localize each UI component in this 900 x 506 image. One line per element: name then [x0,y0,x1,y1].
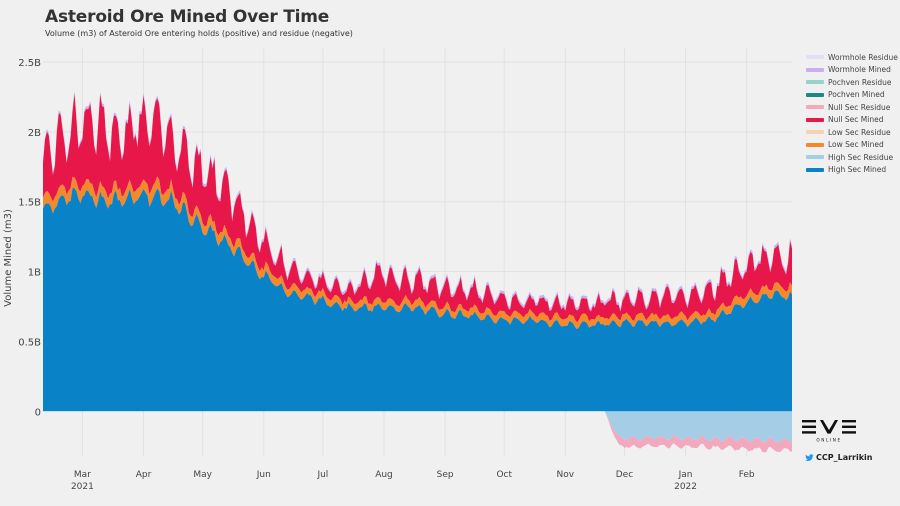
y-tick-label: 0.5B [18,337,41,348]
legend-item[interactable]: Null Sec Residue [806,101,898,114]
legend-swatch [806,67,824,72]
credit-handle: CCP_Larrikin [816,453,873,462]
legend: Wormhole Residue Wormhole Mined Pochven Re… [806,51,898,176]
x-axis: Mar 2021 Apr May Jun Jul Aug Sep Oct Nov Dec Jan 202… [71,470,755,492]
x-tick-label: Jun [256,470,271,480]
area-low-sec-mined [43,176,792,330]
legend-label: Wormhole Mined [828,65,891,75]
legend-item[interactable]: Wormhole Mined [806,64,898,77]
x-tick-label: Oct [496,470,512,480]
legend-label: Null Sec Residue [828,102,891,112]
svg-text:ONLINE: ONLINE [816,438,841,443]
legend-label: Low Sec Residue [828,127,891,137]
legend-swatch [806,92,824,97]
x-tick-label: Jan [678,470,693,480]
legend-swatch [806,55,824,60]
x-tick-label: Nov [557,470,575,480]
x-tick-year: 2021 [71,482,94,492]
legend-item[interactable]: Null Sec Mined [806,114,898,127]
eve-online-logo: ONLINE [802,420,856,443]
x-tick-label: Sep [437,470,454,480]
legend-item[interactable]: High Sec Mined [806,164,898,177]
legend-label: High Sec Mined [828,165,887,175]
legend-swatch [806,80,824,85]
legend-item[interactable]: Pochven Mined [806,89,898,102]
x-tick-year: 2022 [674,482,697,492]
legend-label: High Sec Residue [828,152,894,162]
x-tick-label: May [193,470,212,480]
y-axis: 0 0.5B 1B 1.5B 2B 2.5B [18,58,41,418]
y-tick-label: 0 [35,407,41,418]
area-null-sec-mined [43,93,792,323]
legend-swatch [806,155,824,160]
chart-subtitle: Volume (m3) of Asteroid Ore entering hol… [45,29,353,38]
y-axis-label: Volume Mined (m3) [3,209,14,307]
legend-swatch [806,117,824,122]
y-tick-label: 2.5B [18,58,41,69]
legend-label: Pochven Mined [828,90,885,100]
x-tick-label: Dec [616,470,633,480]
x-tick-label: Apr [136,470,152,480]
area-high-sec-mined [43,187,792,412]
legend-label: Low Sec Mined [828,140,884,150]
y-tick-label: 2B [28,128,41,139]
legend-swatch [806,167,824,172]
legend-swatch [806,130,824,135]
chart-title: Asteroid Ore Mined Over Time [45,7,330,27]
x-tick-label: Aug [375,470,393,480]
author-credit: CCP_Larrikin [805,453,873,462]
y-tick-label: 1.5B [18,198,41,209]
twitter-bird-icon [805,453,814,461]
x-tick-label: Jul [316,470,328,480]
legend-item[interactable]: Wormhole Residue [806,51,898,64]
legend-item[interactable]: Pochven Residue [806,76,898,89]
legend-item[interactable]: High Sec Residue [806,151,898,164]
legend-swatch [806,105,824,110]
x-tick-label: Mar [74,470,91,480]
legend-label: Pochven Residue [828,77,892,87]
legend-item[interactable]: Low Sec Mined [806,139,898,152]
legend-label: Null Sec Mined [828,115,884,125]
legend-swatch [806,142,824,147]
area-high-sec-residue [43,411,792,443]
area-series [43,90,792,453]
y-tick-label: 1B [28,268,41,279]
x-tick-label: Feb [739,470,755,480]
legend-item[interactable]: Low Sec Residue [806,126,898,139]
legend-label: Wormhole Residue [828,52,898,62]
